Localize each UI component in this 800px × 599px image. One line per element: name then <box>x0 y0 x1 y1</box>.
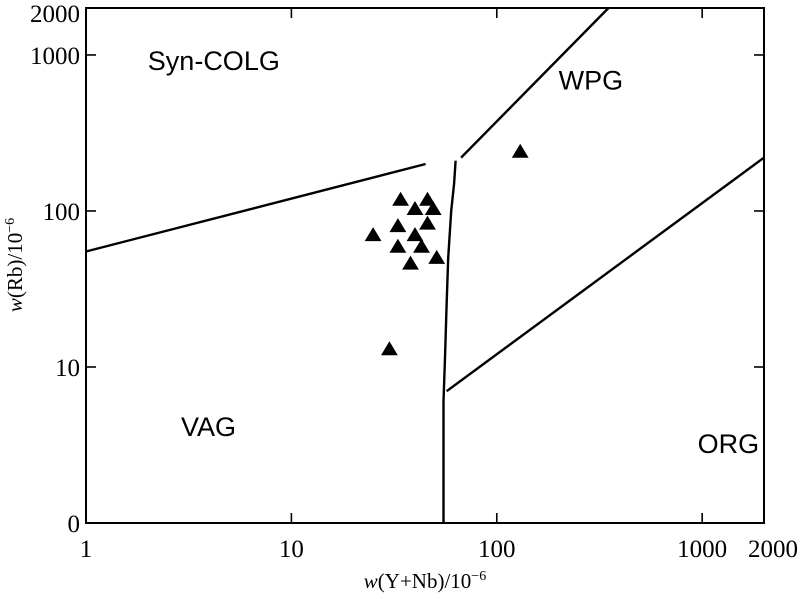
plot-frame <box>85 7 765 524</box>
data-point <box>406 227 424 242</box>
data-point <box>511 143 529 158</box>
x-axis-label: w(Y+Nb)/10−6 <box>364 569 486 593</box>
boundary-syn-colg-wpg <box>460 7 610 159</box>
field-boundaries <box>85 7 765 523</box>
y-axis-label-exponent: −6 <box>3 218 18 233</box>
data-points <box>364 143 529 356</box>
data-point <box>406 201 424 215</box>
x-tick-label: 10 <box>279 536 304 563</box>
y-axis-label-rest: (Rb)/10 <box>3 233 27 298</box>
data-point <box>413 238 430 253</box>
field-label-wpg: WPG <box>559 66 624 96</box>
data-point <box>389 238 407 253</box>
x-tick-label: 1000 <box>677 536 727 563</box>
data-point <box>419 215 436 230</box>
y-tick-label: 1000 <box>30 43 80 70</box>
boundary-vag-wpg <box>442 160 457 523</box>
field-label-vag: VAG <box>181 412 236 442</box>
x-tick-label: 100 <box>478 536 516 563</box>
data-point <box>381 341 398 356</box>
x-axis-ticks: 1 10 100 1000 2000 <box>80 8 798 563</box>
field-labels: Syn-COLG WPG VAG ORG <box>148 46 759 459</box>
x-tick-label: 1 <box>80 536 93 563</box>
boundary-wpg-org <box>445 156 765 393</box>
y-axis-ticks: 0 10 100 1000 2000 <box>30 1 764 538</box>
x-tick-label: 2000 <box>748 536 798 563</box>
data-point <box>364 227 382 242</box>
field-label-syn-colg: Syn-COLG <box>148 46 280 76</box>
x-axis-label-rest: (Y+Nb)/10 <box>378 569 472 593</box>
x-axis-label-italic: w <box>364 569 378 593</box>
y-axis-label: w(Rb)/10−6 <box>3 218 27 312</box>
boundary-syn-colg-vag <box>85 162 426 253</box>
data-point <box>424 201 442 215</box>
data-point <box>392 191 409 206</box>
y-axis-label-italic: w <box>3 298 27 312</box>
field-label-org: ORG <box>698 429 760 459</box>
y-tick-label: 100 <box>43 199 81 226</box>
data-point <box>419 191 436 206</box>
y-tick-label: 2000 <box>30 1 80 28</box>
data-point <box>402 255 419 270</box>
data-point <box>428 249 446 264</box>
y-tick-label: 0 <box>68 511 81 538</box>
x-axis-label-exponent: −6 <box>471 569 486 584</box>
y-tick-label: 10 <box>55 355 80 382</box>
data-point <box>389 218 407 233</box>
